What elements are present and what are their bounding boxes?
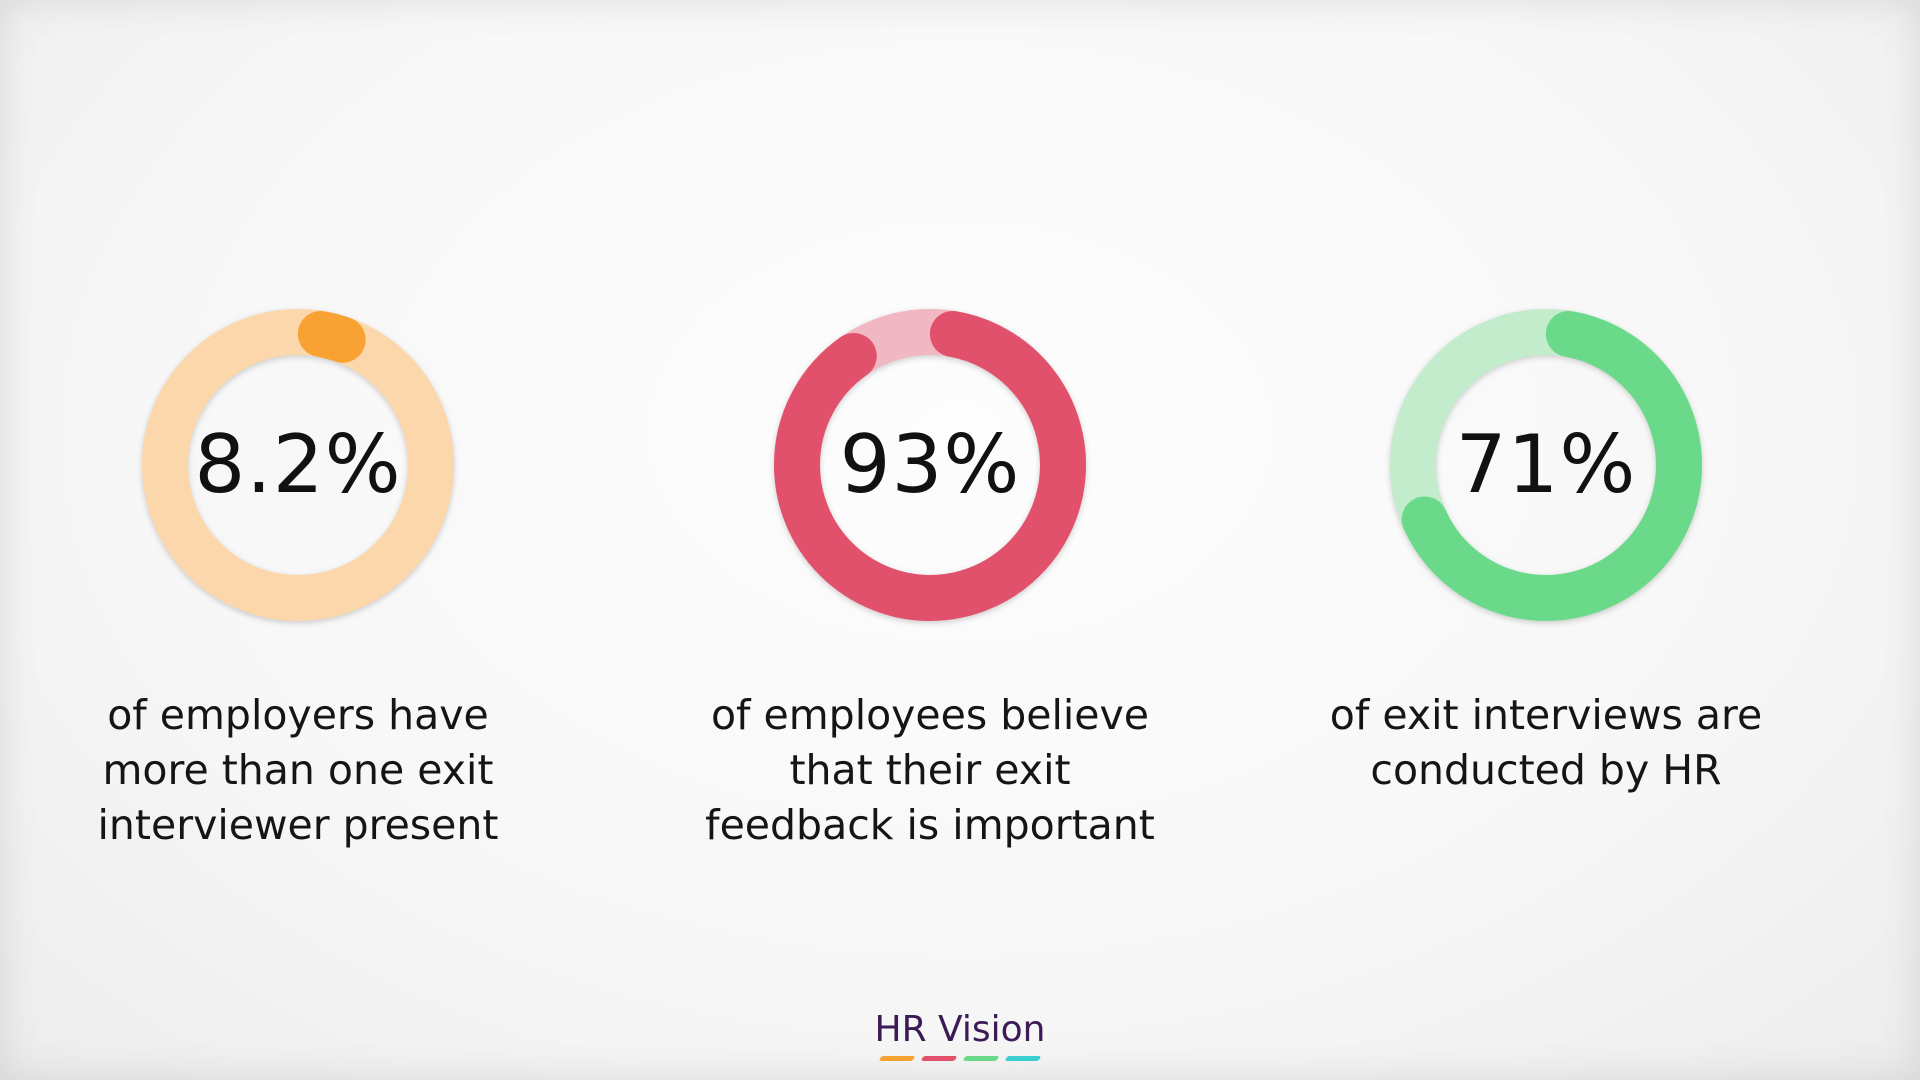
- donut-svg-2: [774, 309, 1086, 621]
- brand-bar-green: [962, 1056, 1000, 1061]
- donut-chart-3: 71%: [1381, 300, 1711, 630]
- donut-svg-3: [1390, 309, 1702, 621]
- brand-bars: [0, 1056, 1920, 1061]
- description-2: of employees believe that their exit fee…: [670, 688, 1190, 853]
- donut-svg-1: [142, 309, 454, 621]
- description-line: of employers have: [107, 691, 489, 739]
- stat-card-3: 71% of exit interviews are conducted by …: [1286, 300, 1806, 798]
- description-line: more than one exit: [102, 746, 494, 794]
- description-1: of employers have more than one exit int…: [38, 688, 558, 853]
- description-line: of employees believe: [710, 691, 1150, 739]
- percentage-label-1: 8.2%: [194, 418, 402, 511]
- brand-bar-teal: [1004, 1056, 1042, 1061]
- description-line: interviewer present: [97, 801, 499, 849]
- donut-chart-2: 93%: [765, 300, 1095, 630]
- stat-card-2: 93% of employees believe that their exit…: [670, 300, 1190, 853]
- brand-logo: HR Vision: [0, 1010, 1920, 1061]
- stat-card-1: 8.2% of employers have more than one exi…: [38, 300, 558, 853]
- brand-bar-red: [920, 1056, 958, 1061]
- donut-arc-3: [1390, 309, 1702, 621]
- donut-chart-1: 8.2%: [133, 300, 463, 630]
- description-3: of exit interviews are conducted by HR: [1286, 688, 1806, 798]
- brand-name: HR Vision: [874, 1009, 1046, 1050]
- description-line: that their exit: [789, 746, 1071, 794]
- brand-bar-orange: [878, 1056, 916, 1061]
- percentage-label-3: 71%: [1455, 418, 1637, 511]
- description-line: of exit interviews are: [1329, 691, 1763, 739]
- donut-arc-2: [774, 309, 1086, 621]
- percentage-label-2: 93%: [839, 418, 1021, 511]
- description-line: conducted by HR: [1370, 746, 1722, 794]
- description-line: feedback is important: [705, 801, 1155, 849]
- donut-arc-1: [142, 309, 454, 621]
